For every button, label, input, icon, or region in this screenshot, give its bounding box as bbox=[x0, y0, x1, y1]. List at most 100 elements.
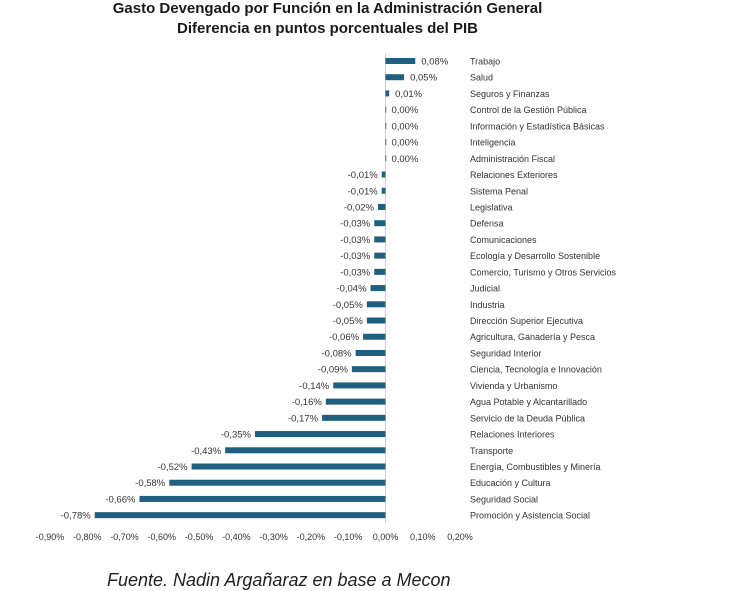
data-label: -0,66% bbox=[105, 494, 136, 505]
chart-title: Gasto Devengado por Función en la Admini… bbox=[112, 0, 543, 17]
bar bbox=[169, 479, 386, 486]
category-label: Promoción y Asistencia Social bbox=[470, 511, 590, 521]
bar bbox=[385, 58, 416, 64]
data-label: -0,03% bbox=[340, 251, 371, 262]
bar-chart: 0,08% Trabajo 0,05% Salud 0,01% Seguros y Fin… bbox=[36, 53, 617, 542]
source-note: Fuente. Nadin Argañaraz en base a Mecon bbox=[107, 570, 451, 590]
bar bbox=[322, 414, 386, 421]
category-label: Legislativa bbox=[470, 202, 513, 212]
bar bbox=[363, 333, 386, 340]
x-tick-label: 0,10% bbox=[410, 532, 436, 542]
x-tick-label: -0,80% bbox=[73, 532, 102, 542]
bar bbox=[385, 106, 387, 113]
category-label: Salud bbox=[470, 73, 493, 83]
data-label: -0,04% bbox=[336, 284, 367, 295]
category-label: Control de la Gestión Pública bbox=[470, 105, 587, 115]
data-label: -0,03% bbox=[340, 235, 371, 246]
data-label: -0,43% bbox=[191, 446, 222, 457]
category-label: Dirección Superior Ejecutiva bbox=[470, 316, 583, 326]
bar bbox=[139, 495, 386, 502]
category-label: Seguridad Interior bbox=[470, 348, 542, 358]
data-label: -0,05% bbox=[333, 300, 364, 311]
bar bbox=[351, 366, 386, 373]
category-label: Defensa bbox=[470, 219, 504, 229]
category-label: Judicial bbox=[470, 284, 500, 294]
x-tick-label: -0,20% bbox=[297, 532, 326, 542]
category-label: Vivienda y Urbanismo bbox=[470, 381, 557, 391]
bar bbox=[325, 398, 386, 405]
category-label: Energía, Combustibles y Minería bbox=[470, 462, 601, 472]
data-label: -0,03% bbox=[340, 267, 371, 278]
data-label: -0,78% bbox=[61, 511, 92, 522]
data-label: 0,00% bbox=[391, 154, 418, 165]
bar bbox=[255, 431, 386, 438]
data-label: 0,01% bbox=[395, 89, 422, 100]
bar bbox=[385, 122, 387, 129]
bar bbox=[374, 236, 386, 243]
category-label: Seguridad Social bbox=[470, 494, 538, 504]
data-label: -0,09% bbox=[318, 365, 349, 376]
bar bbox=[385, 74, 405, 81]
bar bbox=[355, 349, 386, 356]
bar bbox=[94, 512, 386, 519]
bar bbox=[385, 90, 390, 97]
data-label: -0,58% bbox=[135, 478, 166, 489]
data-label: -0,05% bbox=[333, 316, 364, 327]
bar bbox=[370, 285, 386, 292]
data-label: -0,01% bbox=[348, 170, 379, 181]
bar bbox=[225, 447, 386, 454]
category-label: Sistema Penal bbox=[470, 186, 528, 196]
category-label: Relaciones Exteriores bbox=[470, 170, 558, 180]
data-label: -0,06% bbox=[329, 332, 360, 343]
bar bbox=[374, 252, 386, 259]
category-label: Seguros y Finanzas bbox=[470, 89, 550, 99]
bar bbox=[385, 139, 387, 146]
x-tick-label: -0,10% bbox=[334, 532, 363, 542]
category-label: Transporte bbox=[470, 446, 513, 456]
bar bbox=[381, 187, 386, 194]
data-label: 0,00% bbox=[391, 121, 418, 132]
data-label: -0,14% bbox=[299, 381, 330, 392]
category-label: Ecología y Desarrollo Sostenible bbox=[470, 251, 600, 261]
category-label: Comercio, Turismo y Otros Servicios bbox=[470, 267, 617, 277]
bar bbox=[333, 382, 386, 389]
category-label: Servicio de la Deuda Pública bbox=[470, 413, 585, 423]
x-tick-label: 0,00% bbox=[373, 532, 399, 542]
data-label: 0,00% bbox=[391, 138, 418, 149]
bar bbox=[385, 155, 387, 162]
category-label: Información y Estadística Básicas bbox=[470, 121, 605, 131]
data-label: 0,00% bbox=[391, 105, 418, 116]
x-tick-label: -0,60% bbox=[148, 532, 177, 542]
category-label: Agua Potable y Alcantarillado bbox=[470, 397, 587, 407]
x-tick-label: -0,50% bbox=[185, 532, 214, 542]
data-label: -0,03% bbox=[340, 219, 371, 230]
bar bbox=[378, 203, 386, 210]
data-label: -0,08% bbox=[322, 348, 353, 359]
data-label: -0,52% bbox=[158, 462, 189, 473]
bar bbox=[381, 171, 386, 178]
x-tick-label: 0,20% bbox=[447, 532, 473, 542]
data-label: -0,35% bbox=[221, 430, 252, 441]
category-label: Comunicaciones bbox=[470, 235, 537, 245]
category-label: Inteligencia bbox=[470, 138, 516, 148]
x-tick-label: -0,90% bbox=[36, 532, 65, 542]
bar bbox=[191, 463, 386, 470]
category-label: Educación y Cultura bbox=[470, 478, 551, 488]
category-label: Trabajo bbox=[470, 57, 500, 67]
category-label: Agricultura, Ganadería y Pesca bbox=[470, 332, 595, 342]
category-label: Relaciones Interiores bbox=[470, 430, 555, 440]
bar bbox=[366, 317, 386, 324]
category-label: Administración Fiscal bbox=[470, 154, 555, 164]
x-tick-label: -0,30% bbox=[259, 532, 288, 542]
bar bbox=[374, 220, 386, 227]
data-label: -0,16% bbox=[292, 397, 323, 408]
category-label: Industria bbox=[470, 300, 505, 310]
x-tick-label: -0,40% bbox=[222, 532, 251, 542]
data-label: -0,02% bbox=[344, 202, 375, 213]
bar bbox=[374, 268, 386, 275]
bar bbox=[366, 301, 386, 308]
category-label: Ciencia, Tecnología e Innovación bbox=[470, 365, 602, 375]
data-label: 0,08% bbox=[421, 57, 448, 68]
x-tick-label: -0,70% bbox=[110, 532, 139, 542]
data-label: -0,01% bbox=[348, 186, 379, 197]
